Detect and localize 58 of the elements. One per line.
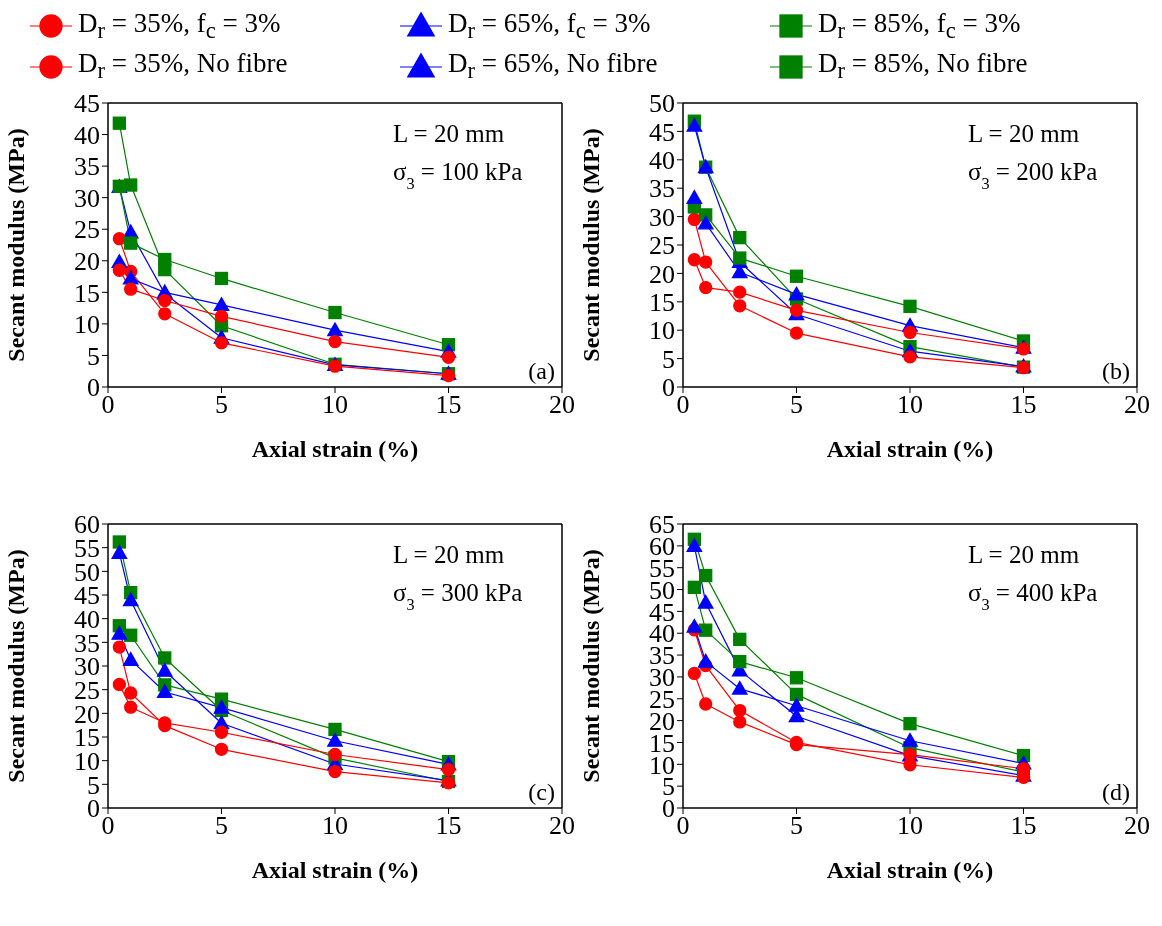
annotation: L = 20 mm bbox=[968, 541, 1080, 568]
x-tick-label: 10 bbox=[897, 811, 923, 841]
annotation: σ$_{3}$ = 200 kPa bbox=[968, 158, 1098, 193]
y-tick-label: 35 bbox=[74, 152, 100, 182]
x-axis-title: Axial strain (%) bbox=[826, 436, 994, 462]
y-tick-label: 5 bbox=[662, 344, 675, 374]
y-tick-label: 25 bbox=[649, 231, 675, 261]
x-tick-label: 20 bbox=[549, 390, 575, 420]
y-tick-label: 15 bbox=[649, 288, 675, 318]
x-tick-label: 15 bbox=[435, 811, 462, 841]
y-tick-label: 5 bbox=[87, 341, 100, 371]
y-tick-label: 25 bbox=[74, 215, 100, 245]
annotation: σ$_{3}$ = 300 kPa bbox=[393, 579, 523, 614]
y-tick-label: 40 bbox=[74, 120, 100, 150]
legend-label: D$_{r}$ = 85%, f$_{c}$ = 3% bbox=[818, 8, 1021, 45]
annotation: L = 20 mm bbox=[968, 120, 1080, 147]
y-tick-label: 45 bbox=[649, 117, 675, 147]
annotation: (c) bbox=[528, 779, 555, 805]
y-tick-label: 35 bbox=[649, 174, 675, 204]
x-tick-label: 5 bbox=[215, 390, 228, 420]
annotation: L = 20 mm bbox=[393, 120, 505, 147]
x-tick-label: 15 bbox=[1010, 390, 1037, 420]
y-tick-label: 30 bbox=[74, 183, 100, 213]
y-tick-label: 30 bbox=[649, 202, 675, 232]
y-tick-label: 20 bbox=[649, 259, 675, 289]
legend-label: D$_{r}$ = 65%, f$_{c}$ = 3% bbox=[448, 8, 651, 45]
annotation: L = 20 mm bbox=[393, 541, 505, 568]
y-tick-label: 10 bbox=[649, 316, 675, 346]
x-axis-title: Axial strain (%) bbox=[251, 436, 419, 462]
x-tick-label: 5 bbox=[790, 811, 803, 841]
annotation: (d) bbox=[1102, 779, 1130, 805]
x-tick-label: 20 bbox=[1124, 811, 1150, 841]
x-tick-label: 5 bbox=[215, 811, 228, 841]
y-tick-label: 40 bbox=[649, 146, 675, 176]
annotation: (b) bbox=[1102, 358, 1130, 384]
x-tick-label: 10 bbox=[322, 390, 348, 420]
x-tick-label: 15 bbox=[1010, 811, 1037, 841]
annotation: (a) bbox=[528, 358, 555, 384]
legend-label: D$_{r}$ = 35%, No fibre bbox=[78, 48, 288, 85]
legend-label: D$_{r}$ = 35%, f$_{c}$ = 3% bbox=[78, 8, 281, 45]
y-tick-label: 45 bbox=[74, 89, 100, 119]
y-tick-label: 20 bbox=[74, 247, 100, 277]
x-tick-label: 20 bbox=[1124, 390, 1150, 420]
legend-label: D$_{r}$ = 65%, No fibre bbox=[448, 48, 658, 85]
x-tick-label: 5 bbox=[790, 390, 803, 420]
x-tick-label: 10 bbox=[322, 811, 348, 841]
x-tick-label: 10 bbox=[897, 390, 923, 420]
legend-label: D$_{r}$ = 85%, No fibre bbox=[818, 48, 1028, 85]
y-tick-label: 15 bbox=[74, 278, 100, 308]
annotation: σ$_{3}$ = 400 kPa bbox=[968, 579, 1098, 614]
y-tick-label: 25 bbox=[649, 685, 675, 714]
x-axis-title: Axial strain (%) bbox=[251, 857, 419, 883]
y-tick-label: 10 bbox=[74, 310, 100, 340]
x-tick-label: 20 bbox=[549, 811, 575, 841]
annotation: σ$_{3}$ = 100 kPa bbox=[393, 158, 523, 193]
x-axis-title: Axial strain (%) bbox=[826, 857, 994, 883]
y-tick-label: 50 bbox=[649, 89, 675, 119]
x-tick-label: 15 bbox=[435, 390, 462, 420]
